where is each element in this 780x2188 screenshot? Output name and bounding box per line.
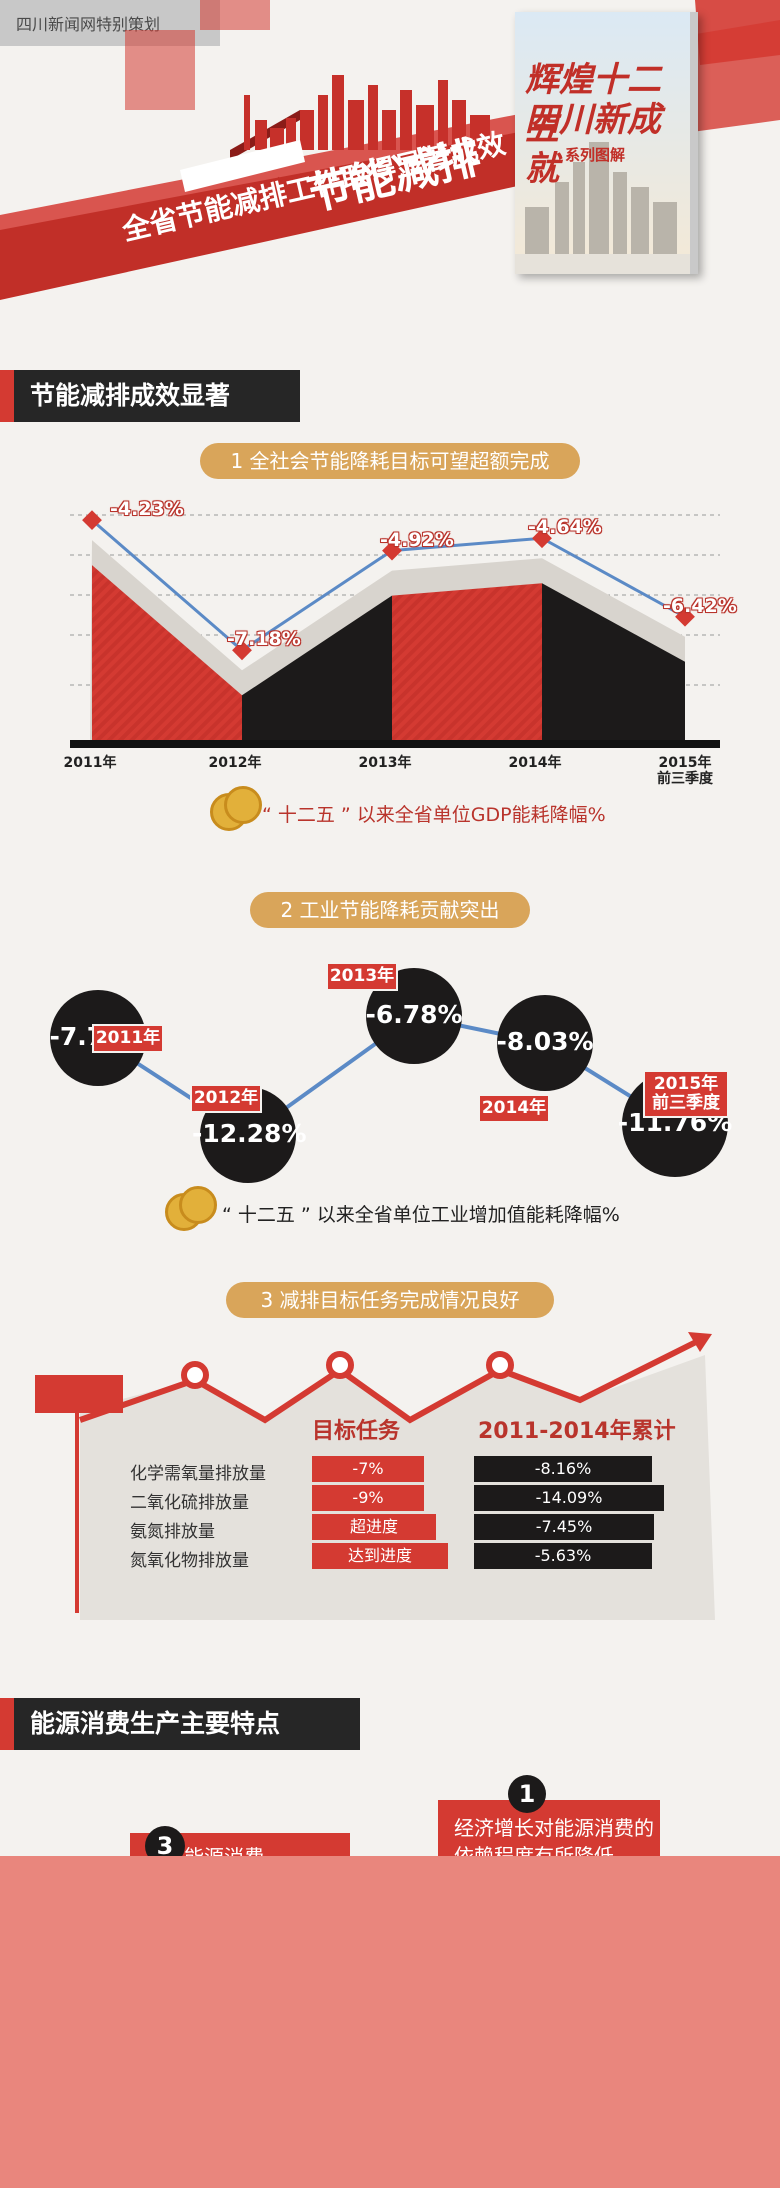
chart2-data-label: -12.28% xyxy=(192,1119,307,1149)
source-label: 四川新闻网特别策划 xyxy=(16,15,161,34)
chart2-year-tag: 2011年 xyxy=(92,1024,164,1053)
table-actual-value: -8.16% xyxy=(474,1456,652,1482)
coin-icon xyxy=(179,1186,217,1224)
chart1-data-label: -4.92% xyxy=(380,528,454,551)
book-cover: 辉煌十二五 四川新成就 系列图解 xyxy=(515,12,698,274)
chart2-data-label: -8.03% xyxy=(496,1027,594,1057)
table-row-name: 二氧化硫排放量 xyxy=(130,1493,249,1513)
chart1-tick-label: 2011年 xyxy=(63,755,117,771)
chart1-data-label: -4.64% xyxy=(528,516,602,539)
table-row-name: 化学需氧量排放量 xyxy=(130,1464,266,1484)
chart2-caption: “ 十二五 ” 以来全省单位工业增加值能耗降幅% xyxy=(222,1204,620,1226)
chart1-tick-label: 2015年 前三季度 xyxy=(657,755,713,787)
chart1-point xyxy=(82,510,102,531)
chart2-year-tag: 2015年 前三季度 xyxy=(643,1070,729,1118)
table-row-name: 氨氮排放量 xyxy=(130,1522,215,1542)
table-col-actual: 2011-2014年累计 xyxy=(478,1419,676,1444)
section-title-1: 节能减排成效显著 xyxy=(0,370,300,422)
point1-number: 1 xyxy=(508,1775,546,1813)
bottom-panel xyxy=(0,1856,780,2188)
chart2-year-tag: 2013年 xyxy=(326,962,398,991)
chart1-point xyxy=(232,640,252,661)
chart1-svg xyxy=(70,510,720,748)
chart2-heading: 2 工业节能降耗贡献突出 xyxy=(250,892,530,928)
table-actual-value: -5.63% xyxy=(474,1543,652,1569)
chart1-data-label: -6.42% xyxy=(663,594,737,617)
table-target-value: 达到进度 xyxy=(312,1543,448,1569)
chart2-year-tag: 2012年 xyxy=(190,1084,262,1113)
table-col-target: 目标任务 xyxy=(312,1419,401,1444)
chart1-heading: 1 全社会节能降耗目标可望超额完成 xyxy=(200,443,580,479)
chart1-tick-label: 2012年 xyxy=(208,755,262,771)
chart1-baseline xyxy=(70,740,720,748)
table-target-value: 超进度 xyxy=(312,1514,436,1540)
chart1-data-label: -4.23% xyxy=(110,498,184,521)
chart1-data-label: -7.18% xyxy=(227,628,301,651)
book-series: 系列图解 xyxy=(565,146,626,164)
section-title-2-text: 能源消费生产主要特点 xyxy=(30,1709,281,1738)
chart1-area-segment xyxy=(92,565,242,740)
table-target-value: -9% xyxy=(312,1485,424,1511)
point1-text-line1: 经济增长对能源消费的 xyxy=(454,1816,654,1840)
book-title-2: 四川新成就 xyxy=(525,100,661,189)
book-title-1: 辉煌十二五 xyxy=(525,60,661,149)
chart1-area-segment xyxy=(542,583,685,740)
section-title-1-text: 节能减排成效显著 xyxy=(30,381,231,410)
chart1-point xyxy=(382,540,402,561)
chart2-data-label: -6.78% xyxy=(365,1000,463,1030)
chart2-year-tag: 2014年 xyxy=(478,1094,550,1123)
table-row-name: 氮氧化物排放量 xyxy=(130,1551,249,1571)
section-title-2: 能源消费生产主要特点 xyxy=(0,1698,360,1750)
chart1-tick-label: 2013年 xyxy=(358,755,412,771)
chart1-caption: “ 十二五 ” 以来全省单位GDP能耗降幅% xyxy=(262,804,606,826)
source-band: 四川新闻网特别策划 xyxy=(0,0,220,46)
table-actual-value: -7.45% xyxy=(474,1514,654,1540)
chart1-area-segment xyxy=(392,583,542,740)
chart3-heading: 3 减排目标任务完成情况良好 xyxy=(226,1282,554,1318)
chart1-area-segment xyxy=(242,595,392,740)
chart2-circle xyxy=(497,995,593,1092)
coin-icon xyxy=(224,786,262,824)
chart1-tick-label: 2014年 xyxy=(508,755,562,771)
table-actual-value: -14.09% xyxy=(474,1485,664,1511)
table-target-value: -7% xyxy=(312,1456,424,1482)
